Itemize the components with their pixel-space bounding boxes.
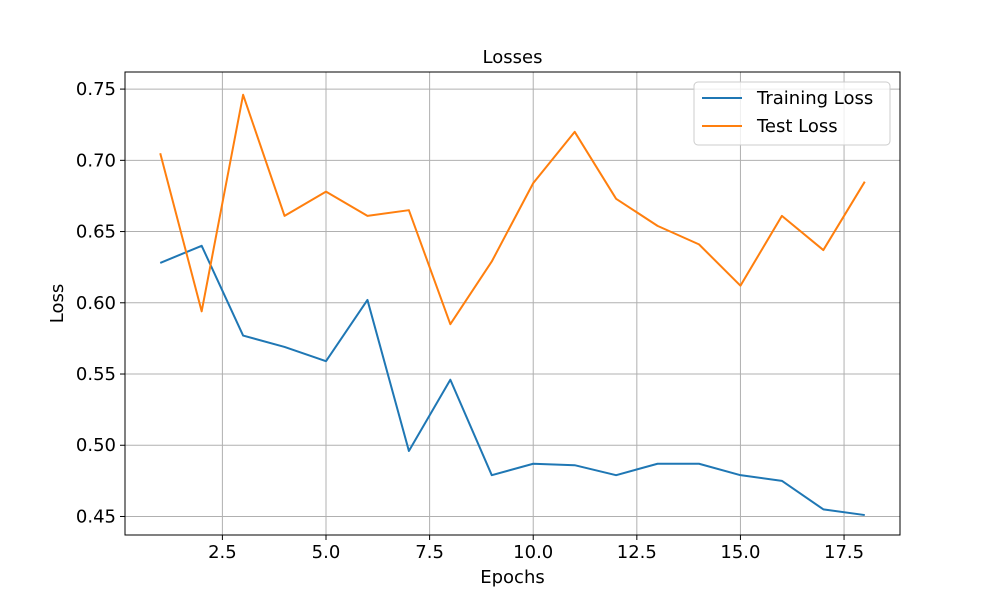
x-tick-label: 15.0 [720, 542, 760, 563]
legend-label-test-loss: Test Loss [756, 116, 838, 137]
x-tick-label: 10.0 [513, 542, 553, 563]
y-tick-label: 0.45 [76, 506, 116, 527]
legend: Training Loss Test Loss [693, 81, 891, 146]
y-tick-label: 0.65 [76, 222, 116, 243]
legend-box [693, 81, 891, 146]
x-tick-label: 17.5 [824, 542, 864, 563]
series-line-training-loss [159, 244, 865, 517]
x-axis-ticks: 2.5 5.0 7.5 10.0 12.5 15.0 17.5 [208, 535, 864, 563]
plot-area-frame [124, 71, 901, 536]
y-tick-label: 0.50 [76, 435, 116, 456]
y-tick-label: 0.70 [76, 150, 116, 171]
x-axis-label: Epochs [480, 567, 545, 588]
y-tick-label: 0.60 [76, 293, 116, 314]
series-lines [159, 93, 866, 517]
x-tick-label: 7.5 [415, 542, 444, 563]
y-tick-label: 0.75 [76, 79, 116, 100]
grid-lines [125, 72, 900, 535]
y-axis-ticks: 0.45 0.50 0.55 0.60 0.65 0.70 0.75 [76, 79, 125, 527]
x-tick-label: 2.5 [208, 542, 237, 563]
chart-title: Losses [483, 47, 543, 68]
y-axis-label: Loss [47, 284, 68, 323]
x-tick-label: 12.5 [617, 542, 657, 563]
x-tick-label: 5.0 [312, 542, 341, 563]
y-tick-label: 0.55 [76, 364, 116, 385]
series-line-test-loss [159, 93, 866, 326]
legend-label-training-loss: Training Loss [756, 88, 873, 109]
